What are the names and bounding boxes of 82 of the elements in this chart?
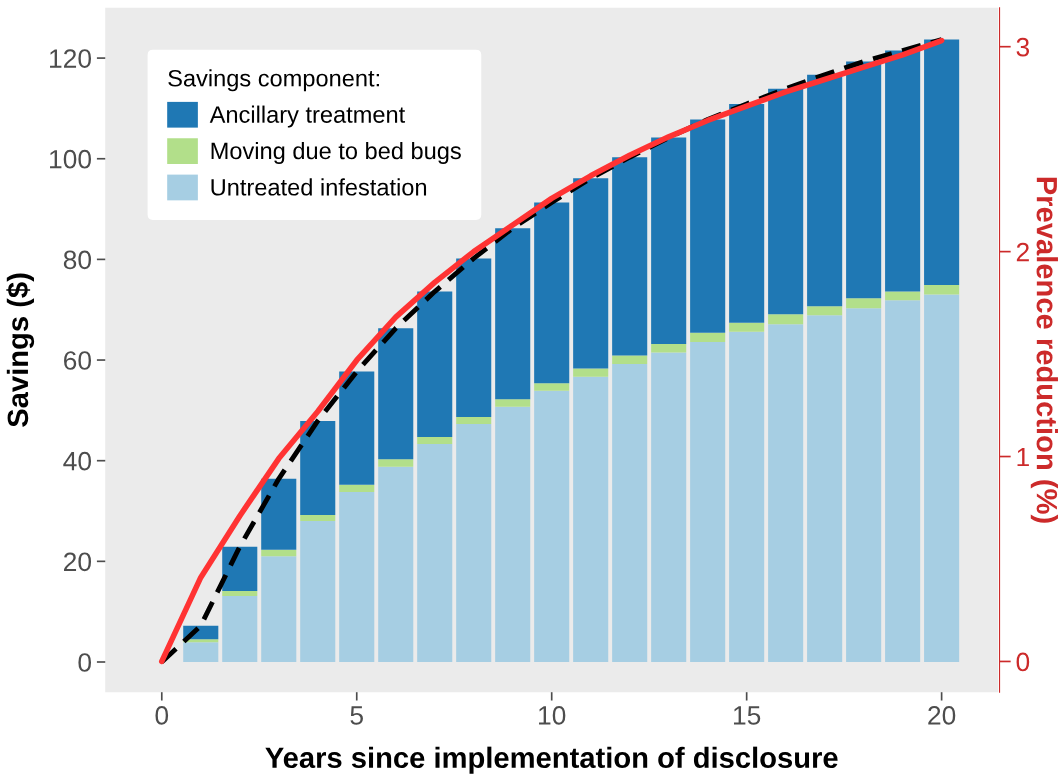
- bar: [222, 596, 258, 662]
- y2-tick-label: 2: [1016, 242, 1029, 262]
- x-tick-label: 20: [928, 706, 956, 725]
- bar: [651, 137, 687, 344]
- legend-label: Moving due to bed bugs: [211, 141, 461, 164]
- x-tick-label: 5: [350, 706, 363, 725]
- bar: [378, 459, 414, 467]
- legend-label: Untreated infestation: [211, 178, 427, 196]
- bar: [534, 202, 570, 384]
- bar: [924, 294, 960, 662]
- bar: [690, 332, 726, 342]
- bar: [534, 383, 570, 391]
- bar: [612, 157, 648, 356]
- bar: [651, 352, 687, 662]
- bar: [885, 50, 921, 292]
- bar: [729, 322, 765, 332]
- bar: [807, 306, 843, 316]
- bar: [378, 466, 414, 662]
- bar: [495, 228, 531, 400]
- legend-label: Ancillary treatment: [209, 105, 406, 128]
- legend-title: Savings component:: [168, 69, 379, 92]
- bar: [768, 314, 804, 325]
- y-tick-label: 60: [64, 351, 92, 370]
- bar: [573, 368, 609, 377]
- y2-tick-label: 1: [1017, 447, 1029, 467]
- bar: [807, 74, 843, 307]
- y-tick-label: 80: [63, 250, 92, 270]
- bar: [417, 444, 453, 662]
- bar: [924, 39, 960, 286]
- bar: [417, 437, 453, 445]
- bar: [885, 291, 921, 301]
- bar: [495, 406, 531, 662]
- y-tick-label: 0: [78, 653, 92, 672]
- y2-tick-label: 3: [1016, 37, 1030, 57]
- bar: [690, 119, 726, 333]
- bar: [846, 298, 882, 309]
- bar: [495, 399, 531, 407]
- x-axis-title: Years since implementation of disclosure: [265, 746, 838, 774]
- y-tick-label: 120: [50, 49, 92, 68]
- bar: [651, 343, 687, 353]
- bar: [261, 478, 297, 550]
- line-series: [159, 37, 945, 665]
- bar: [417, 291, 453, 438]
- bar: [456, 423, 492, 662]
- bar: [222, 546, 258, 592]
- bar: [261, 549, 297, 557]
- bar: [924, 285, 960, 295]
- y-tick-label: 100: [50, 149, 92, 169]
- bar: [534, 390, 570, 662]
- bar: [885, 300, 921, 662]
- x-tick-label: 0: [155, 706, 169, 725]
- bar: [690, 341, 726, 662]
- bar: [612, 355, 648, 365]
- bar: [261, 556, 297, 662]
- x-tick-label: 10: [539, 706, 566, 725]
- bar: [729, 331, 765, 662]
- bar: [573, 178, 609, 369]
- bar: [768, 88, 804, 315]
- bar: [456, 258, 492, 417]
- bar: [339, 371, 375, 485]
- bar: [300, 515, 336, 522]
- y-tick-label: 20: [64, 552, 92, 572]
- bar: [612, 364, 648, 662]
- bar: [456, 416, 492, 424]
- y-tick-label: 40: [63, 451, 92, 471]
- y2-tick-label: 0: [1016, 652, 1030, 672]
- bar: [846, 61, 882, 299]
- x-tick-label: 15: [734, 706, 761, 725]
- bar: [339, 484, 375, 492]
- bar: [183, 642, 219, 662]
- bar: [300, 420, 336, 516]
- bar: [222, 591, 258, 597]
- y-axis-title: Savings ($): [6, 273, 35, 427]
- bar: [300, 521, 336, 662]
- bar: [807, 315, 843, 662]
- bar: [768, 324, 804, 662]
- y2-axis-title: Prevalence reduction (%): [1030, 177, 1058, 523]
- bar: [573, 376, 609, 662]
- bar: [729, 103, 765, 323]
- bar: [846, 308, 882, 662]
- bar: [339, 491, 375, 662]
- bar: [378, 328, 414, 460]
